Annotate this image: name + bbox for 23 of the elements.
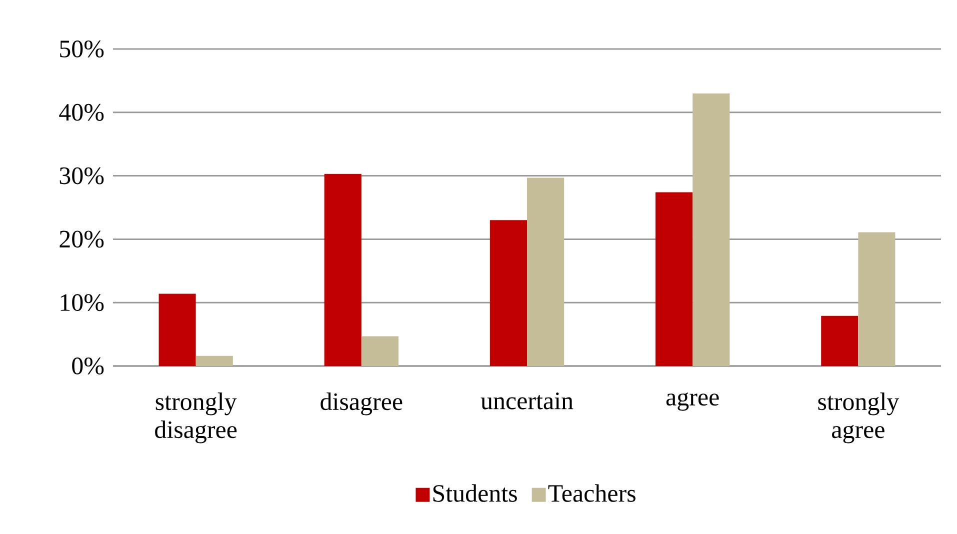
- bar: [692, 93, 730, 366]
- bar: [821, 316, 858, 366]
- legend-label: Teachers: [548, 484, 636, 502]
- y-tick-label: 10%: [60, 294, 104, 312]
- bar: [324, 174, 362, 366]
- bar: [158, 294, 196, 366]
- bar: [490, 220, 528, 366]
- legend-label: Students: [433, 484, 517, 502]
- y-tick-label: 40%: [59, 104, 104, 121]
- bar: [196, 356, 233, 366]
- y-tick-label: 0%: [72, 358, 104, 374]
- x-tick-label: strongly agree: [818, 392, 900, 444]
- bar: [858, 232, 896, 366]
- x-tick-label: uncertain: [480, 392, 574, 410]
- x-tick-label: strongly disagree: [155, 392, 237, 444]
- y-tick-label: 30%: [60, 167, 104, 184]
- bar: [527, 178, 564, 366]
- bar: [361, 336, 398, 366]
- bar: [656, 192, 693, 366]
- y-tick-label: 20%: [60, 230, 104, 248]
- y-tick-label: 50%: [60, 40, 104, 58]
- x-tick-label: agree: [666, 392, 719, 411]
- x-tick-label: disagree: [320, 392, 402, 416]
